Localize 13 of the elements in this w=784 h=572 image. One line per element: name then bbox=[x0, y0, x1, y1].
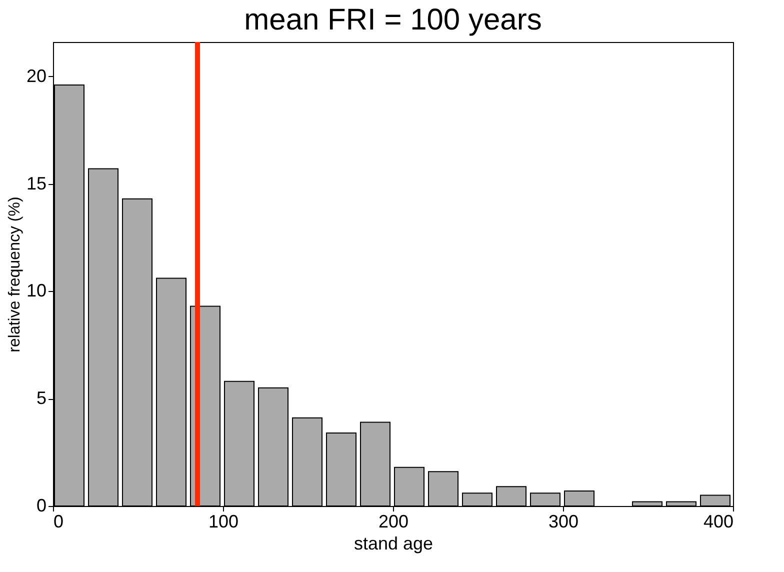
x-axis-title: stand age bbox=[354, 534, 434, 554]
x-tick-label: 300 bbox=[548, 512, 579, 532]
y-tick-label: 20 bbox=[26, 66, 46, 86]
chart-title: mean FRI = 100 years bbox=[244, 4, 542, 36]
y-tick-label: 15 bbox=[26, 173, 46, 194]
x-tick-label: 200 bbox=[378, 512, 409, 532]
y-tick-label: 0 bbox=[36, 496, 46, 516]
y-tick-label: 5 bbox=[36, 388, 46, 408]
y-axis-title: relative frequency (%) bbox=[6, 196, 24, 352]
y-tick-label: 10 bbox=[26, 280, 46, 301]
x-tick-label: 100 bbox=[208, 512, 239, 532]
x-tick-label: 0 bbox=[54, 512, 64, 532]
x-tick-label: 400 bbox=[703, 512, 734, 532]
